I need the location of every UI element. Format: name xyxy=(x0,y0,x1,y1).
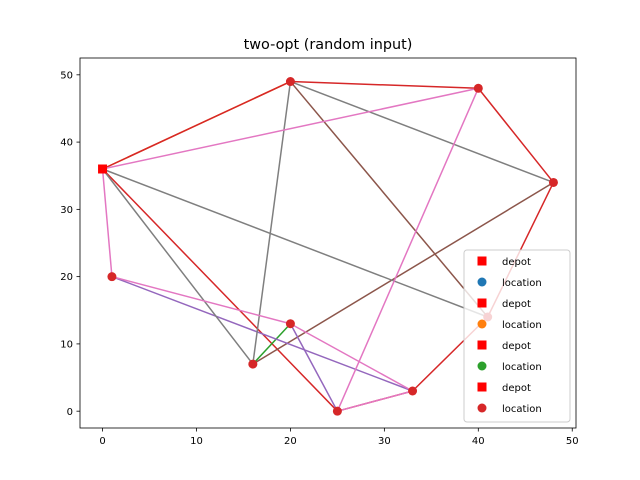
x-tick-label: 20 xyxy=(284,436,297,447)
legend: depot location depot location depot location d… xyxy=(463,249,571,423)
x-tick-label: 10 xyxy=(190,436,203,447)
location-point-3 xyxy=(548,177,558,187)
route-line-5 xyxy=(252,323,291,365)
legend-label: location xyxy=(502,320,542,331)
location-point-2 xyxy=(473,83,483,93)
legend-marker-depot xyxy=(477,382,487,392)
depot-point xyxy=(98,164,108,174)
y-axis-ticks: 0 10 20 30 40 50 xyxy=(60,70,80,418)
location-point-1 xyxy=(285,77,295,87)
legend-marker-location xyxy=(477,319,487,329)
location-point-7 xyxy=(332,406,342,416)
legend-label: location xyxy=(502,278,542,289)
y-tick-label: 0 xyxy=(67,407,73,418)
route-line-9 xyxy=(102,168,488,318)
legend-marker-depot xyxy=(477,256,487,266)
location-point-8 xyxy=(408,386,418,396)
legend-label: depot xyxy=(502,299,531,310)
y-tick-label: 20 xyxy=(60,272,73,283)
route-line-3 xyxy=(289,81,489,318)
route-line-4 xyxy=(252,181,554,365)
point-markers xyxy=(98,77,558,416)
legend-label: depot xyxy=(502,341,531,352)
x-tick-label: 40 xyxy=(472,436,485,447)
legend-marker-depot xyxy=(477,340,487,350)
legend-label: depot xyxy=(502,257,531,268)
x-tick-label: 30 xyxy=(378,436,391,447)
y-tick-label: 50 xyxy=(60,70,73,81)
y-tick-label: 10 xyxy=(60,340,73,351)
legend-marker-location xyxy=(477,403,487,413)
x-tick-label: 0 xyxy=(99,436,105,447)
legend-box xyxy=(463,249,571,423)
legend-marker-location xyxy=(477,277,487,287)
plot-frame xyxy=(79,57,577,429)
legend-marker-location xyxy=(477,361,487,371)
legend-label: location xyxy=(502,362,542,373)
y-tick-label: 30 xyxy=(60,205,73,216)
route-line-6 xyxy=(111,275,413,392)
location-point-6 xyxy=(248,359,258,369)
chart-title: two-opt (random input) xyxy=(244,37,413,53)
x-axis-ticks: 0 10 20 30 40 50 xyxy=(99,428,579,447)
location-point-5 xyxy=(285,319,295,329)
x-tick-label: 50 xyxy=(566,436,579,447)
legend-marker-depot xyxy=(477,298,487,308)
legend-label: depot xyxy=(502,383,531,394)
route-line-7 xyxy=(289,323,339,412)
location-point-4 xyxy=(107,272,117,282)
legend-label: location xyxy=(502,404,542,415)
y-tick-label: 40 xyxy=(60,138,73,149)
route-line-8 xyxy=(101,80,554,365)
